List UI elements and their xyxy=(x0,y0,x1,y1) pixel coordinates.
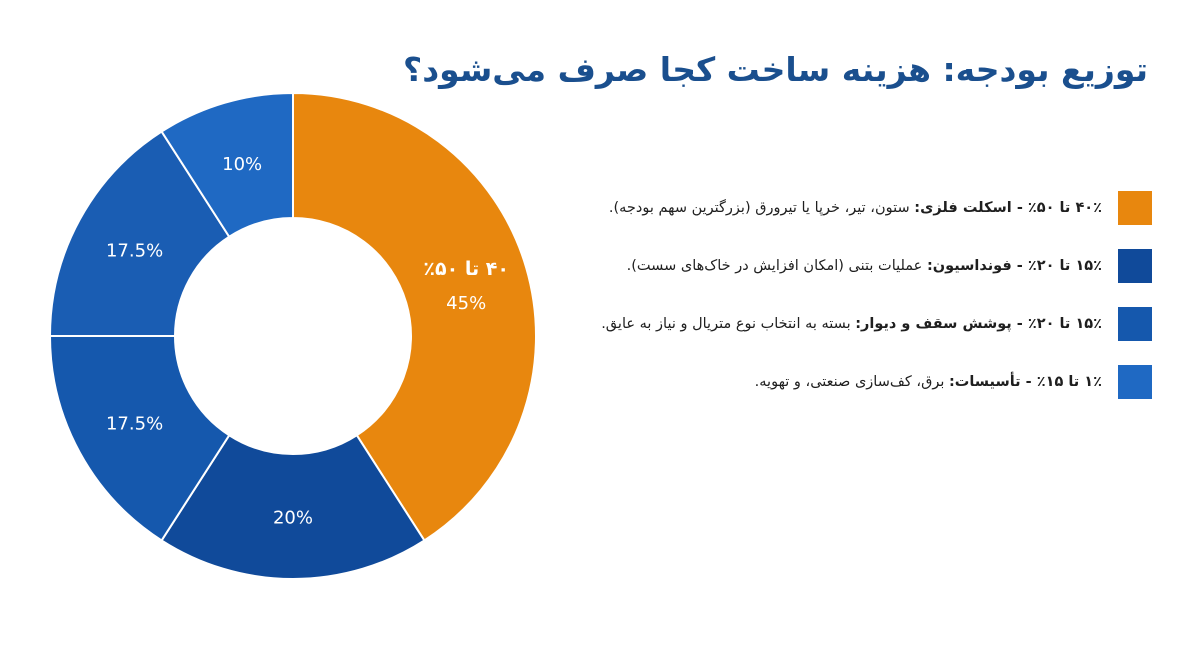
legend-description: ستون، تیر، خرپا یا تیرورق (بزرگترین سهم … xyxy=(608,200,910,216)
donut-slice-4 xyxy=(48,130,231,337)
legend-item-steel-frame: ۴۰٪ تا ۵۰٪ - اسکلت فلزی: ستون، تیر، خرپا… xyxy=(560,190,1152,226)
legend-text: ۱۵٪ تا ۲۰٪ - پوشش سقف و دیوار: بسته به ا… xyxy=(601,316,1102,332)
legend-swatch xyxy=(1118,307,1152,341)
donut-slice-1 xyxy=(292,91,537,542)
legend-item-installations: ۱٪ تا ۱۵٪ - تأسیسات: برق، کف‌سازی صنعتی،… xyxy=(560,364,1152,400)
legend-text: ۱۵٪ تا ۲۰٪ - فونداسیون: عملیات بتنی (امک… xyxy=(627,258,1102,274)
slice-value-label: 10% xyxy=(222,154,262,175)
slice-value-label: 20% xyxy=(273,508,313,529)
legend-range: ۱۵٪ تا ۲۰٪ - پوشش سقف و دیوار: xyxy=(855,316,1102,332)
legend-range: ۱۵٪ تا ۲۰٪ - فونداسیون: xyxy=(926,258,1102,274)
legend-description: عملیات بتنی (امکان افزایش در خاک‌های سست… xyxy=(626,258,923,274)
donut-slice-5 xyxy=(160,91,294,239)
slice-value-label: 45% xyxy=(446,293,486,314)
legend-description: بسته به انتخاب نوع متریال و نیاز به عایق… xyxy=(601,316,851,332)
slice-value-label: 17.5% xyxy=(106,414,163,435)
legend-item-foundation: ۱۵٪ تا ۲۰٪ - فونداسیون: عملیات بتنی (امک… xyxy=(560,248,1152,284)
legend-swatch xyxy=(1118,365,1152,399)
chart-legend: ۴۰٪ تا ۵۰٪ - اسکلت فلزی: ستون، تیر، خرپا… xyxy=(560,190,1152,422)
donut-slice-2 xyxy=(160,433,426,581)
legend-range: ۴۰٪ تا ۵۰٪ - اسکلت فلزی: xyxy=(914,200,1102,216)
slice-value-label: 17.5% xyxy=(106,240,163,261)
slice-range-label: ۴۰ تا ۵۰٪ xyxy=(423,258,509,280)
donut-chart: ۴۰ تا ۵۰٪ 45% 20% 17.5% 17.5% 10% xyxy=(48,91,537,581)
legend-swatch xyxy=(1118,249,1152,283)
donut-slice-3 xyxy=(48,335,231,542)
legend-item-roof-wall-cladding: ۱۵٪ تا ۲۰٪ - پوشش سقف و دیوار: بسته به ا… xyxy=(560,306,1152,342)
chart-title: توزیع بودجه: هزینه ساخت کجا صرف می‌شود؟ xyxy=(403,50,1148,89)
legend-text: ۱٪ تا ۱۵٪ - تأسیسات: برق، کف‌سازی صنعتی،… xyxy=(755,374,1102,390)
legend-text: ۴۰٪ تا ۵۰٪ - اسکلت فلزی: ستون، تیر، خرپا… xyxy=(609,200,1102,216)
legend-range: ۱٪ تا ۱۵٪ - تأسیسات: xyxy=(948,374,1102,390)
legend-description: برق، کف‌سازی صنعتی، و تهویه. xyxy=(754,374,945,390)
legend-swatch xyxy=(1118,191,1152,225)
